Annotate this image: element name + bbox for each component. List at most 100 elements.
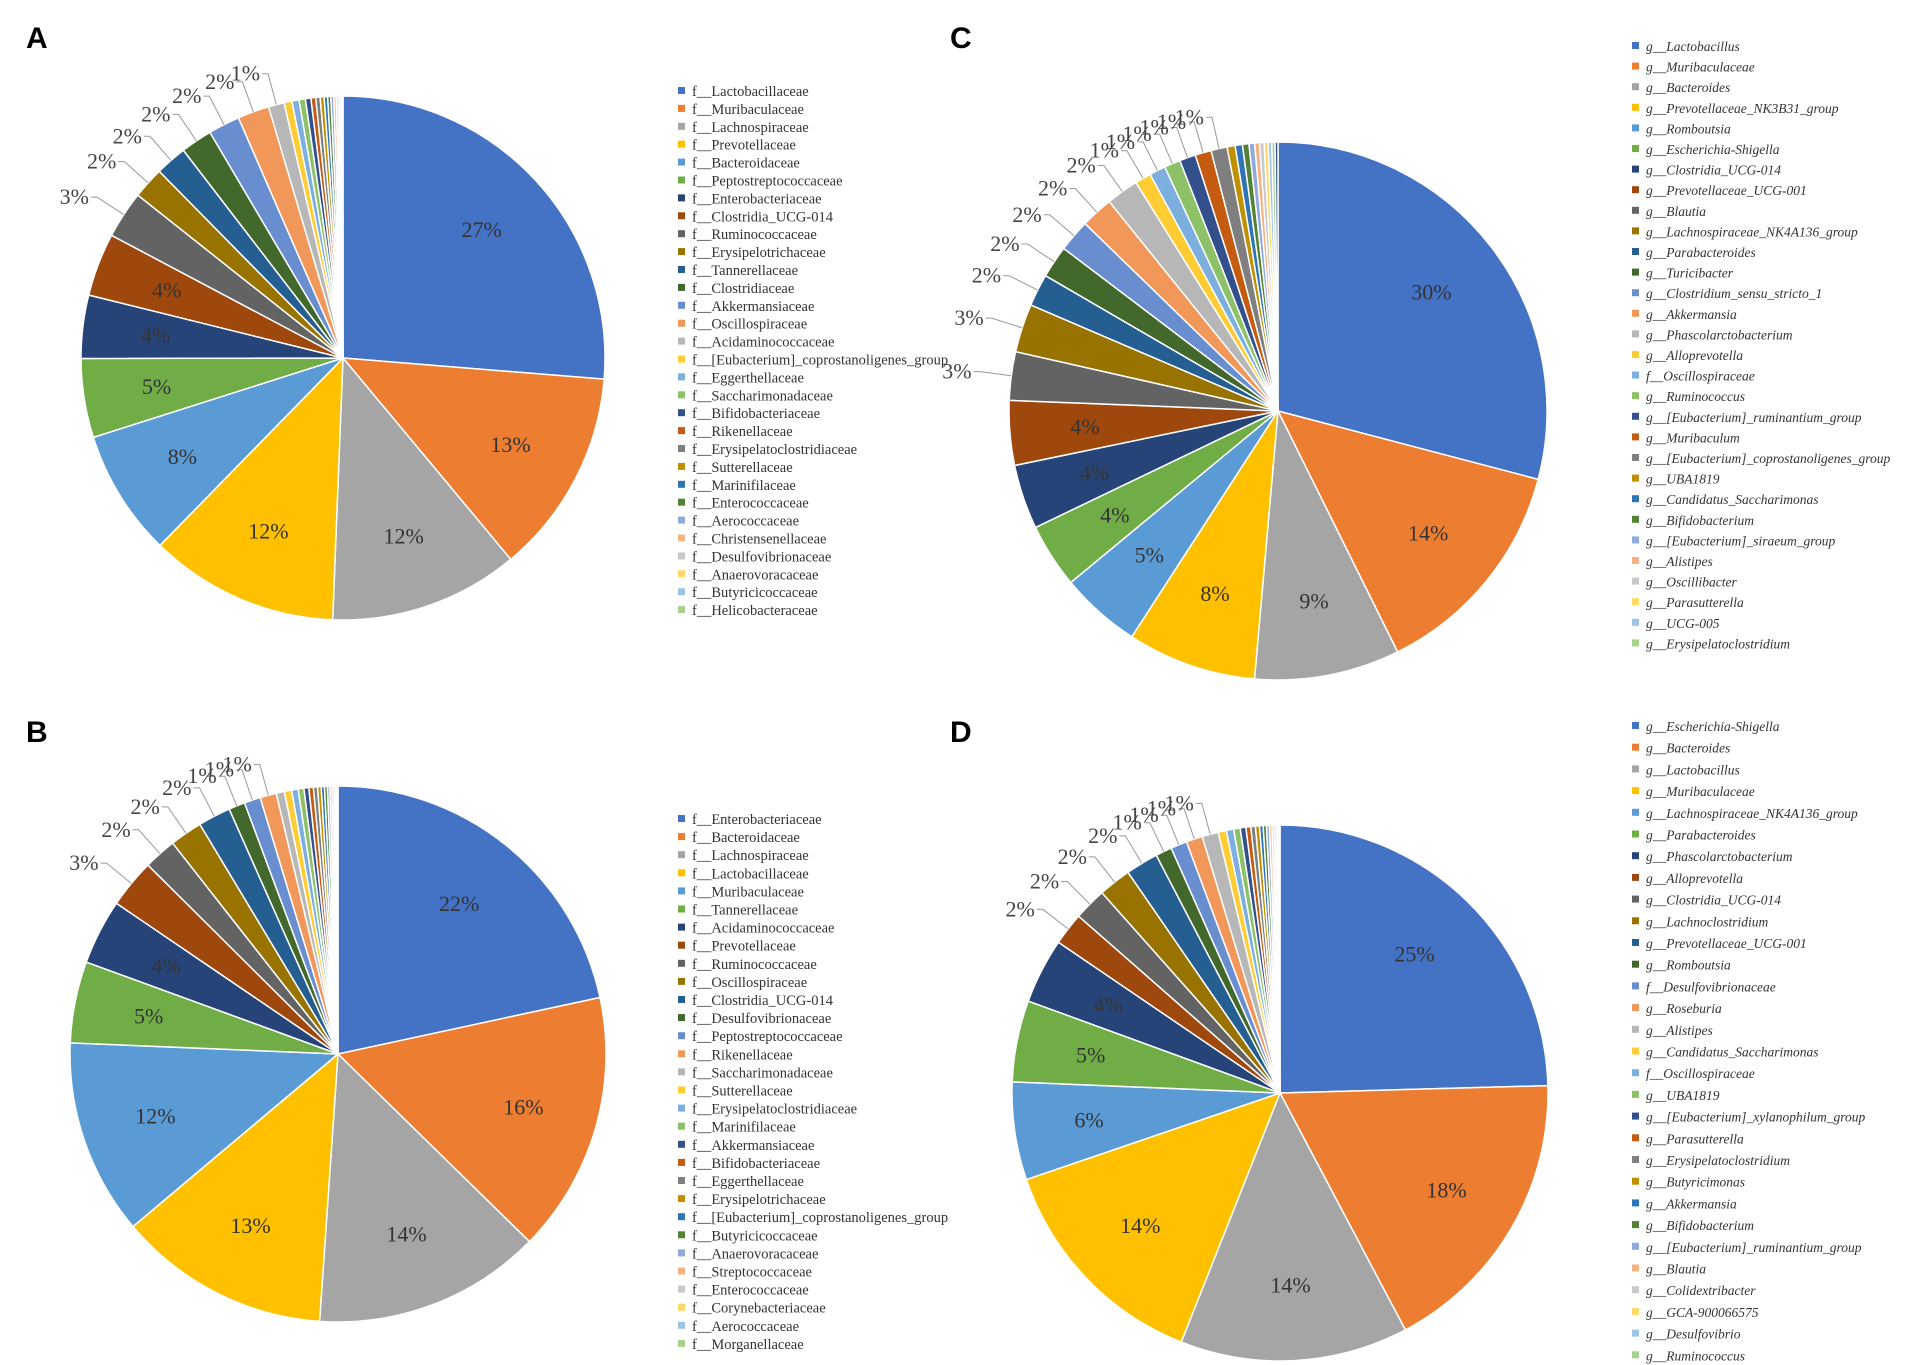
legend: g__Escherichia-Shigella g__Bacteroides g__…: [1632, 719, 1865, 1363]
legend-entry: f__Morganellaceae: [692, 1337, 804, 1353]
legend-swatch: [1632, 722, 1639, 729]
legend-entry: g__Desulfovibrio: [1646, 1327, 1741, 1342]
slice-label: 22%: [439, 891, 479, 916]
legend-entry: g__Butyricimonas: [1646, 1175, 1745, 1190]
legend-entry: g__Lachnospiraceae_NK4A136_group: [1646, 806, 1858, 821]
legend-entry: g__Blautia: [1646, 204, 1706, 219]
legend-entry: g__[Eubacterium]_xylanophilum_group: [1646, 1110, 1865, 1125]
legend-entry: g__Bifidobacterium: [1646, 513, 1754, 528]
legend-entry: g__Roseburia: [1646, 1001, 1722, 1016]
legend-swatch: [1632, 1069, 1639, 1077]
legend-swatch: [678, 1050, 685, 1058]
legend-entry: f__Oscillospiraceae: [1646, 1066, 1755, 1081]
legend-swatch: [678, 194, 685, 202]
legend-entry: f__Lachnospiraceae: [692, 848, 809, 864]
slice-label: 13%: [230, 1213, 270, 1238]
legend-entry: f__Akkermansiaceae: [692, 1138, 814, 1154]
legend-entry: f__Streptococcaceae: [692, 1265, 812, 1281]
pie: [69, 785, 607, 1323]
legend-swatch: [1632, 454, 1639, 461]
legend-entry: f__Anaerovoracaceae: [692, 567, 818, 583]
legend-entry: f__Desulfovibrionaceae: [1646, 979, 1776, 994]
legend-entry: g__Blautia: [1646, 1262, 1706, 1277]
leader-line: [253, 763, 269, 796]
legend-entry: f__Rikenellaceae: [692, 424, 793, 440]
slice-label: 8%: [168, 444, 197, 469]
legend-swatch: [1632, 895, 1639, 903]
legend-swatch: [1632, 1221, 1639, 1229]
legend-swatch: [678, 1032, 685, 1040]
legend-entry: g__Lachnoclostridium: [1646, 914, 1769, 929]
legend-swatch: [678, 301, 685, 309]
slice-label: 25%: [1394, 942, 1434, 967]
legend-swatch: [678, 337, 685, 345]
legend-swatch: [678, 516, 685, 524]
pie-slice: [1278, 1084, 1549, 1331]
legend-swatch: [1632, 412, 1639, 420]
legend-entry: g__Escherichia-Shigella: [1646, 719, 1780, 734]
legend-swatch: [1632, 939, 1639, 946]
legend-entry: g__Parasutterella: [1646, 595, 1744, 610]
legend-entry: g__Ruminococcus: [1646, 1348, 1745, 1363]
legend-entry: g__Erysipelatoclostridium: [1646, 636, 1790, 651]
legend-swatch: [1632, 433, 1639, 441]
legend-entry: g__Candidatus_Saccharimonas: [1646, 1045, 1819, 1060]
legend-swatch: [1632, 639, 1639, 647]
panel-a: A27%13%12%12%8%5%4%4%3%2%2%2%2%2%1%f__La…: [26, 22, 948, 621]
legend-entry: f__Anaerovoracaceae: [692, 1246, 818, 1262]
legend-swatch: [1632, 557, 1639, 564]
panel-letter: B: [26, 716, 48, 749]
legend-swatch: [678, 373, 685, 381]
legend-entry: g__Prevotellaceae_UCG-001: [1646, 183, 1807, 198]
legend-entry: g__Clostridia_UCG-014: [1646, 163, 1781, 178]
panel-letter: A: [26, 22, 48, 55]
legend-entry: g__Akkermansia: [1646, 307, 1737, 322]
legend-entry: g__GCA-900066575: [1646, 1305, 1759, 1320]
slice-label: 27%: [462, 217, 502, 242]
legend-swatch: [1632, 787, 1639, 795]
pie-slice: [1278, 824, 1281, 1094]
slice-label: 2%: [1038, 176, 1067, 201]
legend-swatch: [678, 606, 685, 614]
leader-line: [1021, 243, 1055, 263]
legend-entry: f__Akkermansiaceae: [692, 299, 814, 315]
legend-swatch: [678, 959, 685, 967]
legend-entry: g__Parasutterella: [1646, 1131, 1744, 1146]
legend-swatch: [678, 427, 685, 435]
pie-slice: [336, 785, 339, 1055]
legend-swatch: [1632, 743, 1639, 751]
pie-slice: [69, 1042, 340, 1228]
legend-entry: f__Ruminococcaceae: [692, 227, 817, 243]
slice-label: 14%: [386, 1221, 426, 1246]
legend-swatch: [1632, 1004, 1639, 1012]
leader-line: [193, 787, 215, 817]
legend-swatch: [1632, 392, 1639, 400]
pie-slice: [331, 356, 512, 621]
legend-entry: g__Oscillibacter: [1646, 575, 1737, 590]
slice-label: 1%: [1090, 138, 1119, 163]
leader-line: [132, 829, 161, 855]
pie-slice: [336, 996, 607, 1243]
legend-swatch: [678, 923, 685, 931]
legend-swatch: [1632, 309, 1639, 317]
legend-swatch: [1632, 1047, 1639, 1055]
legend-swatch: [678, 480, 685, 488]
legend-swatch: [1632, 186, 1639, 194]
legend-entry: g__[Eubacterium]_siraeum_group: [1646, 533, 1835, 548]
legend-entry: g__UBA1819: [1646, 472, 1720, 487]
legend-swatch: [678, 1177, 685, 1184]
slice-label: 4%: [1094, 992, 1123, 1017]
legend-swatch: [1632, 577, 1639, 585]
legend-entry: f__Eggerthellaceae: [692, 1174, 804, 1190]
legend-entry: g__Clostridia_UCG-014: [1646, 893, 1781, 908]
legend-entry: g__Akkermansia: [1646, 1196, 1737, 1211]
slice-label: 16%: [503, 1095, 543, 1120]
legend-swatch: [678, 1339, 685, 1347]
legend-swatch: [678, 212, 685, 220]
leader-line: [1120, 150, 1144, 179]
slice-label: 18%: [1426, 1177, 1466, 1202]
slice-label: 9%: [1299, 588, 1328, 613]
leader-line: [1188, 121, 1204, 153]
legend-entry: f__[Eubacterium]_coprostanoligenes_group: [692, 353, 948, 369]
